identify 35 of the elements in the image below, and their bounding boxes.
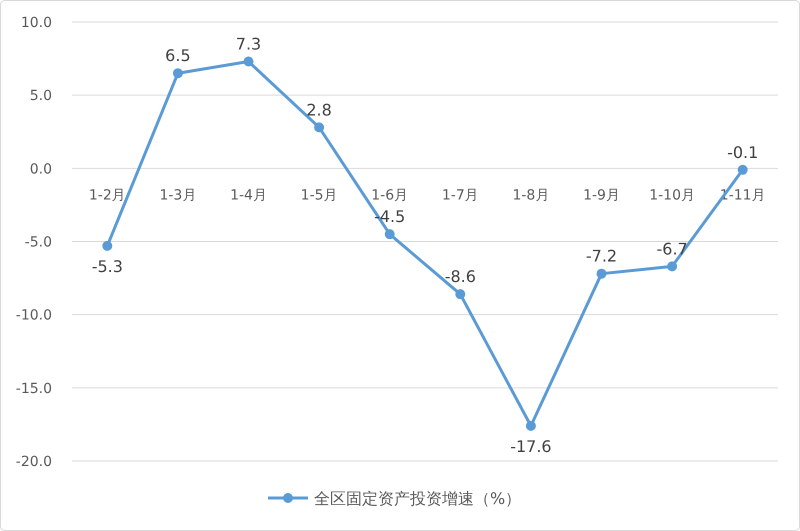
y-tick-label: 5.0 [30,88,52,104]
point [596,268,606,279]
y-tick-label: -5.0 [24,234,52,250]
x-tick-label: 1-3月 [159,187,196,204]
x-tick-label: 1-5月 [300,187,338,204]
data-label: 7.3 [236,34,262,54]
point [667,261,678,272]
data-label: -17.6 [510,436,552,456]
point [314,122,324,132]
y-tick-label: -10.0 [16,308,52,324]
point [384,229,395,240]
x-tick-label: 1-9月 [583,187,620,204]
x-tick-label: 1-8月 [512,187,550,204]
point [738,164,748,175]
x-tick-label: 1-6月 [371,187,408,204]
x-tick-label: 1-10月 [649,187,695,204]
x-tick-label: 1-7月 [442,187,479,204]
data-label: -0.1 [727,142,758,162]
x-tick-label: 1-2月 [88,187,126,204]
legend-label: 全区固定资产投资增速（%） [314,489,522,508]
point [172,68,183,78]
point [102,240,112,251]
y-tick-label: -20.0 [16,454,52,470]
point [526,420,536,431]
data-label: -5.3 [92,256,123,276]
point [244,56,254,67]
y-tick-label: 0.0 [30,161,52,178]
y-tick-label: 10.0 [20,15,52,31]
data-label: 6.5 [165,46,191,66]
data-label: 2.8 [306,100,332,120]
x-tick-label: 1-4月 [230,187,267,204]
point [455,289,466,300]
y-tick-label: -15.0 [16,380,52,397]
data-label: -8.6 [444,267,476,286]
data-label: -7.2 [586,246,618,266]
